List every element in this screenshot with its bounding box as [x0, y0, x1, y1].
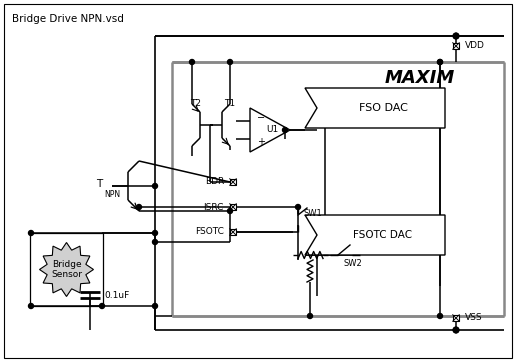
Circle shape: [438, 59, 443, 64]
Text: SW1: SW1: [303, 210, 322, 219]
Circle shape: [438, 59, 443, 64]
Circle shape: [296, 205, 300, 210]
Polygon shape: [305, 215, 445, 255]
Bar: [230, 179, 236, 185]
Bar: [453, 43, 459, 49]
Circle shape: [228, 59, 233, 64]
Circle shape: [137, 205, 141, 210]
Circle shape: [453, 33, 459, 39]
Text: SW2: SW2: [343, 258, 362, 268]
Bar: [172, 52, 510, 336]
Text: ISRC: ISRC: [204, 202, 224, 211]
Bar: [155, 32, 505, 338]
Text: +: +: [257, 137, 265, 147]
Circle shape: [438, 313, 443, 319]
Circle shape: [28, 303, 34, 308]
Text: BDR: BDR: [205, 177, 224, 186]
Polygon shape: [40, 243, 93, 296]
Text: VDD: VDD: [465, 42, 485, 51]
Text: FSOTC DAC: FSOTC DAC: [353, 230, 413, 240]
Circle shape: [153, 240, 157, 244]
Text: T2: T2: [190, 99, 201, 108]
Text: T: T: [96, 179, 102, 189]
Bar: [230, 229, 236, 235]
Circle shape: [228, 209, 233, 214]
Text: 0.1uF: 0.1uF: [104, 290, 129, 299]
Bar: [453, 315, 459, 321]
Circle shape: [189, 59, 195, 64]
Text: Bridge Drive NPN.vsd: Bridge Drive NPN.vsd: [12, 14, 124, 24]
Circle shape: [100, 303, 105, 308]
Circle shape: [453, 327, 459, 333]
Circle shape: [453, 33, 459, 39]
Circle shape: [153, 184, 157, 189]
Circle shape: [28, 231, 34, 236]
Bar: [230, 204, 236, 210]
Circle shape: [308, 313, 313, 319]
Text: Bridge
Sensor: Bridge Sensor: [51, 260, 82, 279]
Polygon shape: [305, 88, 445, 128]
Text: FSO DAC: FSO DAC: [359, 103, 408, 113]
Circle shape: [282, 127, 287, 132]
Circle shape: [453, 327, 459, 333]
Text: VSS: VSS: [465, 313, 482, 323]
Text: FSOTC: FSOTC: [195, 227, 224, 236]
Circle shape: [153, 231, 157, 236]
Text: T1: T1: [224, 99, 235, 108]
Text: U1: U1: [266, 126, 278, 135]
Text: −: −: [257, 113, 265, 123]
Bar: [30, 233, 103, 306]
Circle shape: [153, 303, 157, 308]
Text: NPN: NPN: [104, 190, 120, 199]
Text: MAXIM: MAXIM: [385, 69, 455, 87]
Polygon shape: [250, 108, 290, 152]
